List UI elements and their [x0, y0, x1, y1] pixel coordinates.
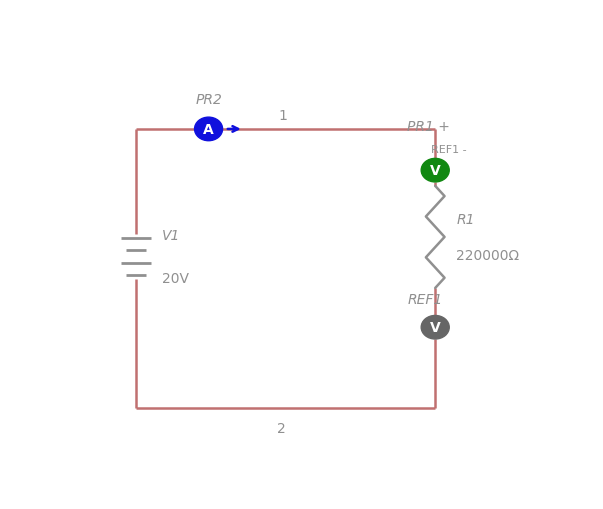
Text: 1: 1	[279, 108, 288, 123]
Text: R1: R1	[456, 213, 475, 227]
Text: REF1: REF1	[407, 292, 443, 306]
Text: A: A	[203, 123, 214, 136]
Text: 2: 2	[277, 421, 285, 436]
Circle shape	[195, 118, 223, 142]
Text: V1: V1	[162, 229, 180, 242]
Text: PR1 +: PR1 +	[407, 120, 450, 133]
Circle shape	[421, 316, 449, 340]
Text: V: V	[430, 321, 441, 334]
Text: REF1 -: REF1 -	[431, 145, 466, 155]
Text: 20V: 20V	[162, 272, 189, 286]
Text: 220000Ω: 220000Ω	[456, 248, 519, 262]
Circle shape	[421, 159, 449, 183]
Text: PR2: PR2	[195, 93, 222, 107]
Text: V: V	[430, 164, 441, 178]
